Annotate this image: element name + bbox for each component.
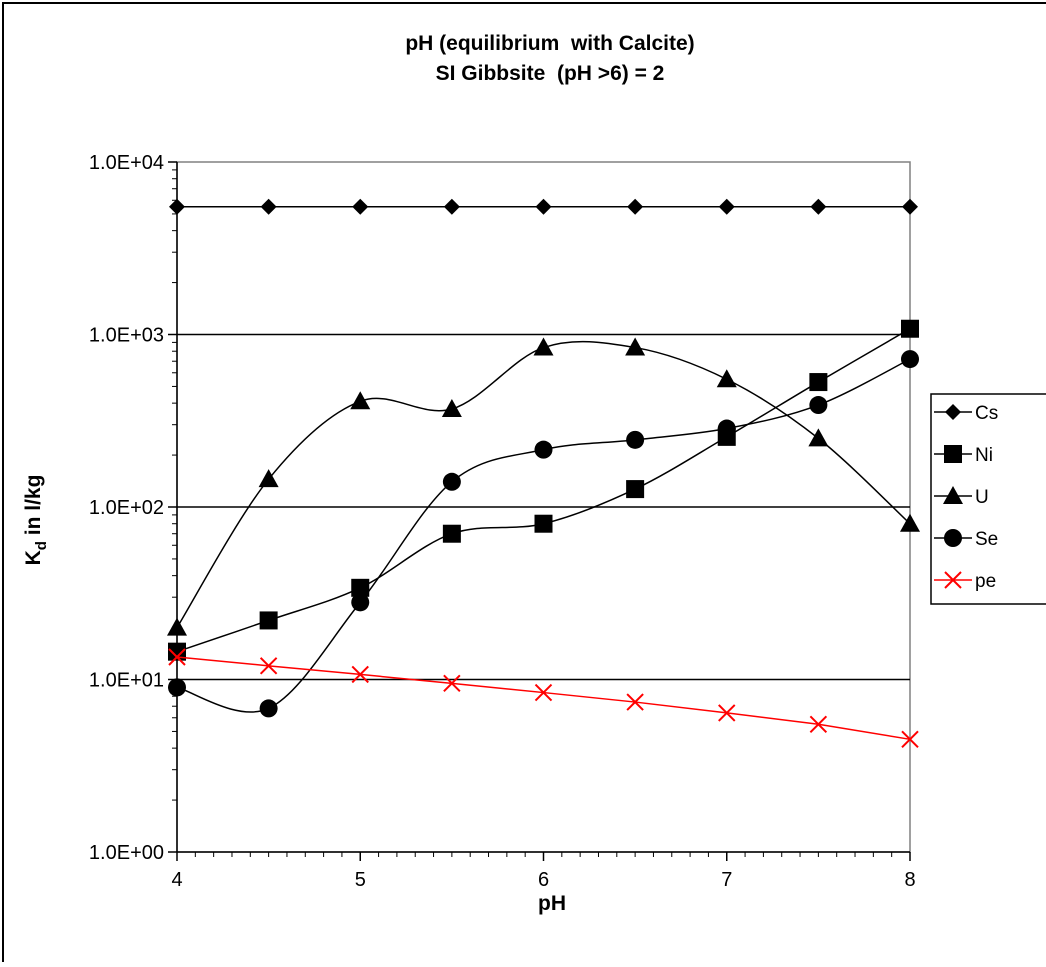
x-axis-title: pH: [538, 892, 566, 915]
data-point-u: [167, 617, 187, 636]
legend-label-u: U: [975, 487, 989, 508]
data-point-u: [808, 428, 829, 447]
data-point-u: [625, 337, 646, 356]
y-axis-title-main: K: [22, 550, 45, 565]
series-line-se: [176, 358, 911, 713]
y-tick-label: 1.0E+04: [89, 152, 164, 174]
data-point-cs: [260, 198, 277, 215]
data-point-u: [900, 513, 920, 532]
x-tick-label: 4: [171, 869, 182, 891]
data-point-cs: [352, 198, 369, 215]
legend-entries: Cs Ni U Se pe: [934, 403, 998, 592]
data-point-se: [534, 440, 553, 459]
series-pe: [168, 648, 919, 749]
legend-entry-ni: Ni: [934, 445, 993, 466]
data-point-cs: [443, 198, 460, 215]
data-point-pe: [901, 730, 919, 749]
data-point-ni: [534, 514, 553, 533]
data-point-ni: [809, 373, 828, 392]
data-point-u: [441, 398, 462, 417]
legend-marker-ni: [944, 445, 962, 463]
data-point-u: [716, 369, 737, 388]
legend-label-se: Se: [975, 529, 998, 550]
data-point-se: [351, 593, 370, 612]
data-point-pe: [168, 648, 186, 666]
grid-layer: [177, 333, 910, 681]
y-tick-label: 1.0E+03: [89, 325, 164, 347]
legend-entry-pe: pe: [934, 571, 996, 592]
data-point-cs: [902, 198, 918, 215]
legend: Cs Ni U Se pe: [930, 393, 1046, 605]
legend-entry-u: U: [934, 486, 989, 508]
data-point-se: [168, 678, 186, 697]
series-line-u: [176, 340, 911, 628]
data-point-se: [901, 350, 919, 369]
data-point-ni: [168, 642, 186, 661]
legend-label-cs: Cs: [975, 403, 998, 424]
legend-marker-u: [943, 486, 963, 504]
data-point-pe: [534, 683, 553, 702]
y-tick-label: 1.0E+00: [89, 842, 164, 864]
data-point-ni: [442, 524, 461, 543]
y-axis-title-subscript: d: [33, 541, 50, 550]
data-point-se: [442, 472, 461, 491]
data-point-se: [717, 419, 736, 438]
data-point-cs: [535, 198, 552, 215]
data-point-u: [350, 391, 371, 410]
data-point-ni: [901, 319, 919, 338]
data-point-pe: [809, 715, 828, 733]
data-point-ni: [351, 578, 370, 597]
data-point-pe: [351, 665, 369, 684]
legend-entry-se: Se: [934, 529, 998, 550]
y-tick-label: 1.0E+02: [89, 497, 164, 519]
data-point-se: [626, 430, 645, 449]
x-tick-label: 6: [538, 869, 549, 891]
y-axis-title-rest: in l/kg: [22, 475, 45, 542]
series-ni: [168, 319, 919, 661]
x-tick-label: 7: [721, 869, 732, 891]
series-se: [168, 350, 919, 718]
series-layer: [167, 198, 920, 749]
series-cs: [169, 198, 918, 215]
legend-marker-pe: [944, 571, 962, 589]
legend-label-pe: pe: [975, 571, 996, 592]
x-tick-label: 5: [355, 869, 366, 891]
data-point-ni: [259, 611, 278, 630]
chart-title-line-2: SI Gibbsite (pH >6) = 2: [436, 62, 665, 85]
y-axis-title: Kd in l/kg: [22, 475, 50, 566]
data-point-cs: [627, 198, 644, 215]
data-point-cs: [718, 198, 735, 215]
y-tick-label: 1.0E+01: [89, 670, 164, 692]
data-point-pe: [718, 704, 736, 722]
legend-marker-se: [944, 529, 962, 547]
data-point-se: [809, 396, 828, 415]
legend-marker-cs: [945, 404, 961, 420]
data-point-se: [259, 699, 278, 718]
legend-label-ni: Ni: [975, 445, 993, 466]
data-point-pe: [259, 657, 278, 675]
data-point-cs: [810, 198, 827, 215]
data-point-pe: [443, 674, 461, 693]
chart-title-line-1: pH (equilibrium with Calcite): [405, 32, 694, 55]
data-point-ni: [626, 480, 645, 499]
x-tick-label: 8: [904, 869, 915, 891]
data-point-u: [533, 337, 554, 356]
legend-entry-cs: Cs: [934, 403, 998, 424]
data-point-pe: [626, 693, 644, 711]
tick-layer: 1.0E+00 1.0E+01 1.0E+02 1.0E+03 1.0E+04 4 5 6 7 8: [89, 152, 916, 891]
series-u: [167, 337, 920, 636]
data-point-u: [258, 469, 279, 488]
data-point-cs: [169, 198, 185, 215]
